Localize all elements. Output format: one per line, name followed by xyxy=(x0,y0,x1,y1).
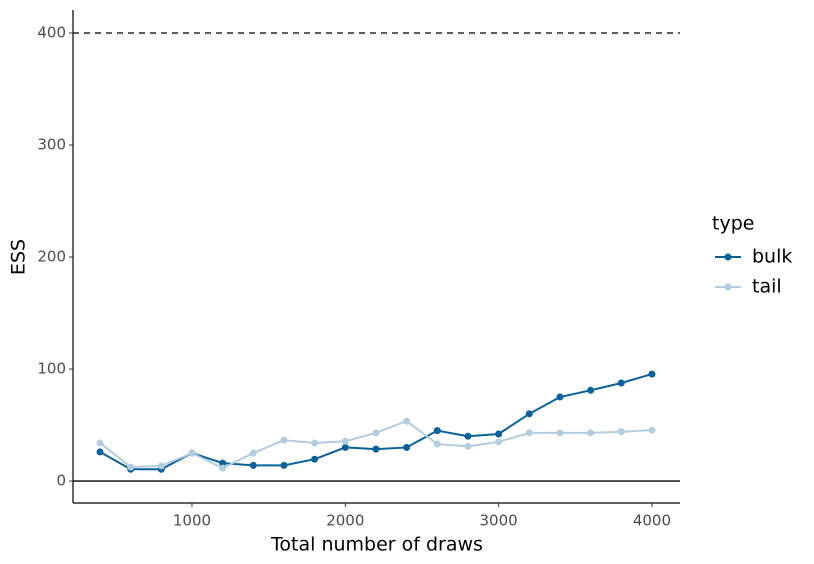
data-point xyxy=(311,455,319,463)
data-point xyxy=(341,443,349,451)
data-point xyxy=(311,439,319,447)
data-point xyxy=(249,449,257,457)
data-point xyxy=(464,432,472,440)
data-point xyxy=(280,436,288,444)
x-tick-label: 2000 xyxy=(326,512,364,530)
data-point xyxy=(617,379,625,387)
x-tick-label: 4000 xyxy=(633,512,671,530)
y-tick-label: 200 xyxy=(37,248,66,266)
data-point xyxy=(556,429,564,437)
x-axis-title: Total number of draws xyxy=(270,534,483,556)
data-point xyxy=(403,443,411,451)
data-point xyxy=(648,426,656,434)
y-tick-label: 300 xyxy=(37,135,66,153)
data-point xyxy=(433,427,441,435)
data-point xyxy=(403,417,411,425)
legend-label: bulk xyxy=(752,246,792,268)
legend-title: type xyxy=(712,213,754,235)
data-point xyxy=(157,462,165,470)
y-tick-label: 100 xyxy=(37,360,66,378)
series-line xyxy=(99,373,653,471)
data-point xyxy=(433,440,441,448)
x-tick-label: 1000 xyxy=(173,512,211,530)
data-point xyxy=(525,410,533,418)
data-point xyxy=(341,437,349,445)
data-point xyxy=(188,449,196,457)
data-point xyxy=(587,386,595,394)
data-point xyxy=(249,461,257,469)
data-point xyxy=(280,461,288,469)
y-tick-label: 400 xyxy=(37,23,66,41)
data-point xyxy=(96,439,104,447)
series-line xyxy=(99,419,652,470)
data-point xyxy=(372,445,380,453)
data-point xyxy=(648,370,656,378)
data-point xyxy=(495,438,503,446)
legend-label: tail xyxy=(752,276,782,298)
data-point xyxy=(372,429,380,437)
y-axis-title: ESS xyxy=(8,239,30,275)
data-point xyxy=(96,448,104,456)
data-point xyxy=(219,459,227,467)
data-point xyxy=(219,464,227,472)
y-tick-label: 0 xyxy=(56,472,66,490)
legend-marker xyxy=(724,283,732,291)
data-point xyxy=(127,463,135,471)
legend-marker xyxy=(724,253,732,261)
data-point xyxy=(556,393,564,401)
x-tick-label: 3000 xyxy=(480,512,518,530)
data-point xyxy=(464,442,472,450)
data-point xyxy=(587,429,595,437)
data-point xyxy=(525,429,533,437)
data-point xyxy=(495,430,503,438)
data-point xyxy=(617,428,625,436)
